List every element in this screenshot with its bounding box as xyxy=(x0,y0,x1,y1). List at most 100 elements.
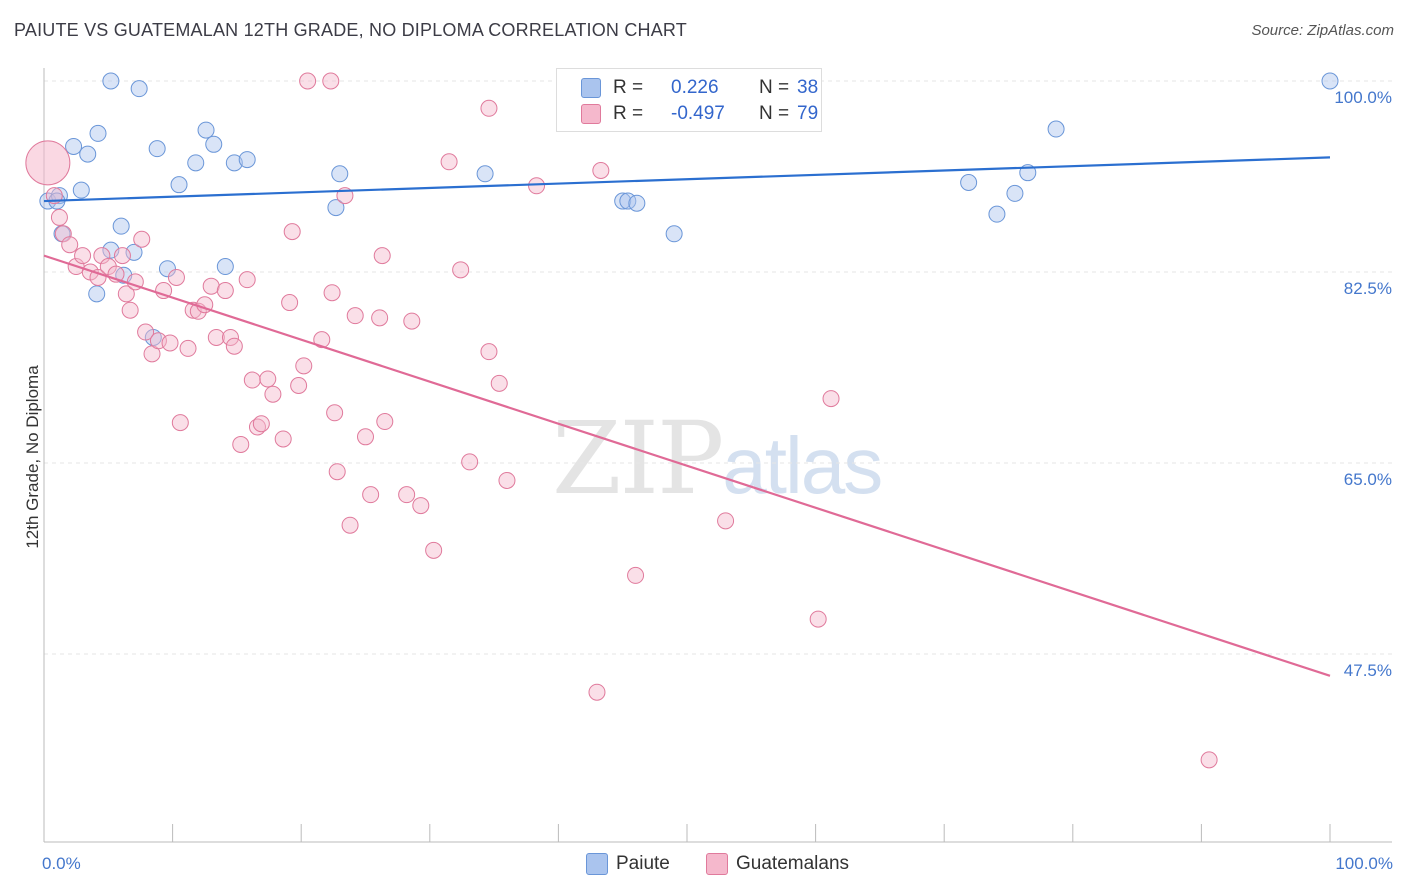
guatemalan-point xyxy=(74,247,92,265)
paiute-point xyxy=(187,154,205,172)
stats-legend: R = 0.226 N = 38 R = -0.497 N = 79 xyxy=(556,68,822,132)
guatemalan-point xyxy=(528,177,546,195)
watermark: ZIPatlas xyxy=(552,400,883,517)
guatemalan-point xyxy=(717,512,735,530)
guatemalan-point xyxy=(232,435,250,453)
legend-n-value: 38 xyxy=(797,77,819,98)
guatemalan-point xyxy=(167,268,185,286)
guatemalan-point xyxy=(283,223,301,241)
guatemalan-point xyxy=(809,610,827,628)
guatemalan-point xyxy=(490,374,508,392)
legend-r-label: R = xyxy=(613,77,644,98)
legend-n-value: 79 xyxy=(797,103,819,124)
paiute-point xyxy=(65,137,83,155)
guatemalan-point xyxy=(323,284,341,302)
paiute-point xyxy=(628,194,646,212)
guatemalan-point xyxy=(440,153,458,171)
guatemalan-point xyxy=(61,236,79,254)
guatemalan-point xyxy=(243,371,261,389)
guatemalan-point xyxy=(133,230,151,248)
paiute-point xyxy=(205,135,223,153)
guatemalan-point xyxy=(121,301,139,319)
guatemalan-trend-line xyxy=(43,254,1331,677)
paiute-point xyxy=(225,154,243,172)
guatemalan-point xyxy=(259,370,277,388)
guatemalan-point xyxy=(216,282,234,300)
paiute-point xyxy=(331,165,349,183)
paiute-point xyxy=(327,199,345,217)
paiute-point xyxy=(1321,72,1339,90)
trend-lines xyxy=(43,156,1331,677)
guatemalan-point xyxy=(328,463,346,481)
paiute-point xyxy=(102,72,120,90)
y-axis-label: 12th Grade, No Diploma xyxy=(23,365,42,549)
guatemalan-point xyxy=(371,309,389,327)
guatemalan-point xyxy=(225,337,243,355)
y-tick-label: 100.0% xyxy=(1334,88,1392,107)
guatemalan-point xyxy=(54,225,72,243)
guatemalan-point xyxy=(295,357,313,375)
guatemalan-point xyxy=(412,497,430,515)
legend-r-value: 0.226 xyxy=(671,77,719,98)
guatemalan-point xyxy=(207,328,225,346)
paiute-point xyxy=(238,151,256,169)
guatemalan-point xyxy=(326,404,344,422)
data-points xyxy=(25,72,1339,769)
legend-swatch-guatemalans xyxy=(581,104,601,124)
guatemalan-point xyxy=(357,428,374,446)
guatemalan-point xyxy=(592,161,610,179)
guatemalan-point xyxy=(498,471,516,489)
paiute-point xyxy=(170,176,188,194)
paiute-point xyxy=(216,258,234,276)
guatemalan-point xyxy=(290,377,308,395)
paiute-point xyxy=(72,181,90,199)
paiute-point xyxy=(88,285,106,303)
guatemalan-point xyxy=(452,261,470,279)
paiute-point xyxy=(960,174,978,192)
series-swatch-paiute xyxy=(586,853,608,875)
guatemalan-point xyxy=(171,414,189,432)
paiute-point xyxy=(158,260,176,278)
paiute-point xyxy=(1006,184,1024,202)
guatemalan-point xyxy=(373,247,391,265)
guatemalan-point xyxy=(264,385,282,403)
series-swatch-guatemalans xyxy=(706,853,728,875)
paiute-point xyxy=(988,205,1006,223)
guatemalan-point xyxy=(398,486,416,504)
guatemalan-point xyxy=(252,415,270,433)
guatemalan-point xyxy=(627,566,645,584)
guatemalan-point xyxy=(588,683,606,701)
guatemalan-point xyxy=(299,72,317,90)
guatemalan-point xyxy=(281,294,299,312)
guatemalan-point xyxy=(161,334,179,352)
x-tick-label: 0.0% xyxy=(42,854,81,873)
paiute-point xyxy=(614,192,632,210)
guatemalan-point xyxy=(274,430,292,448)
guatemalan-point xyxy=(362,486,380,504)
guatemalan-point xyxy=(221,328,239,346)
paiute-point xyxy=(197,121,215,139)
series-label-guatemalans: Guatemalans xyxy=(736,853,850,874)
series-label-paiute: Paiute xyxy=(616,853,670,874)
y-tick-label: 65.0% xyxy=(1344,470,1392,489)
legend-swatch-paiute xyxy=(581,78,601,98)
guatemalan-point xyxy=(461,453,479,471)
guatemalan-point xyxy=(202,277,220,295)
guatemalan-point xyxy=(425,541,443,559)
guatemalan-point xyxy=(93,247,111,265)
guatemalan-point xyxy=(822,390,840,408)
guatemalan-point xyxy=(238,271,256,289)
guatemalan-point xyxy=(137,323,155,341)
legend-n-label: N = xyxy=(759,103,790,124)
legend-n-label: N = xyxy=(759,77,790,98)
watermark-zip: ZIP xyxy=(552,400,724,517)
watermark-atlas: atlas xyxy=(722,421,883,510)
guatemalan-point xyxy=(113,247,131,265)
x-tick-label: 100.0% xyxy=(1335,854,1393,873)
guatemalan-point xyxy=(313,331,331,349)
paiute-point xyxy=(148,140,166,158)
guatemalan-point xyxy=(480,99,498,117)
paiute-point xyxy=(1047,120,1065,138)
guatemalan-point xyxy=(50,208,68,226)
legend-r-value: -0.497 xyxy=(671,103,725,124)
